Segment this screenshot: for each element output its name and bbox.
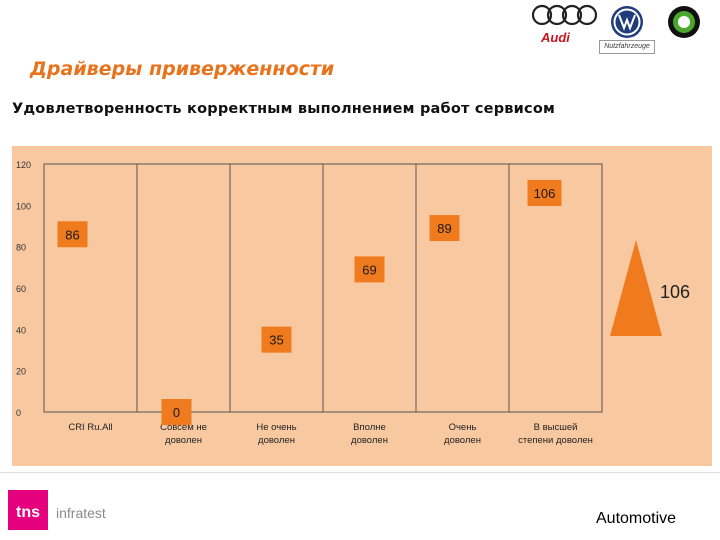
- page-subtitle: Удовлетворенность корректным выполнением…: [12, 101, 556, 117]
- chart-background: [12, 146, 712, 466]
- indicator-value: 106: [660, 282, 691, 302]
- data-point-label: 0: [173, 405, 180, 420]
- footer-label: Automotive: [596, 510, 677, 527]
- audi-rings-icon: [531, 4, 598, 26]
- tns-logo-icon: [8, 490, 48, 530]
- x-tick-label: CRI Ru.All: [68, 422, 112, 433]
- data-point-label: 35: [269, 333, 283, 348]
- chart: 0 20 40 60 80 100 120 CRI Ru.All Совсем не доволе…: [12, 146, 712, 466]
- data-point-label: 69: [362, 262, 376, 277]
- tns-logo-text: tns: [16, 504, 40, 521]
- y-tick-label: 120: [16, 160, 31, 170]
- y-tick-label: 100: [16, 201, 31, 211]
- y-tick-label: 0: [16, 408, 21, 418]
- vw-commercial-label: Nutzfahrzeuge: [599, 40, 655, 54]
- data-point-marker: [261, 326, 292, 353]
- triangle-indicator-icon: [610, 240, 662, 336]
- footer-divider: [0, 472, 720, 473]
- y-tick-label: 60: [16, 284, 26, 294]
- x-tick-label: Не очень доволен: [256, 422, 296, 446]
- audi-wordmark: Audi: [541, 30, 570, 45]
- x-tick-label: Очень доволен: [444, 422, 481, 446]
- data-point-marker: [161, 399, 192, 425]
- y-tick-label: 40: [16, 325, 26, 335]
- data-point-marker: [354, 256, 385, 283]
- x-tick-label: Вполне доволен: [351, 422, 388, 446]
- x-tick-label: Совсем не доволен: [160, 422, 207, 446]
- data-point-label: 106: [534, 186, 556, 201]
- y-tick-label: 80: [16, 243, 26, 253]
- volkswagen-logo-icon: [611, 6, 643, 38]
- y-tick-label: 20: [16, 367, 26, 377]
- skoda-logo-icon: [668, 6, 700, 38]
- tns-logo-suffix: infratest: [56, 505, 106, 521]
- data-point-marker: [527, 179, 562, 206]
- data-point-marker: [429, 215, 460, 242]
- data-point-label: 89: [437, 221, 451, 236]
- x-tick-label: В высшей степени доволен: [518, 422, 593, 446]
- data-point-label: 86: [65, 227, 79, 242]
- page-title: Драйверы приверженности: [30, 58, 335, 80]
- data-point-marker: [57, 221, 88, 248]
